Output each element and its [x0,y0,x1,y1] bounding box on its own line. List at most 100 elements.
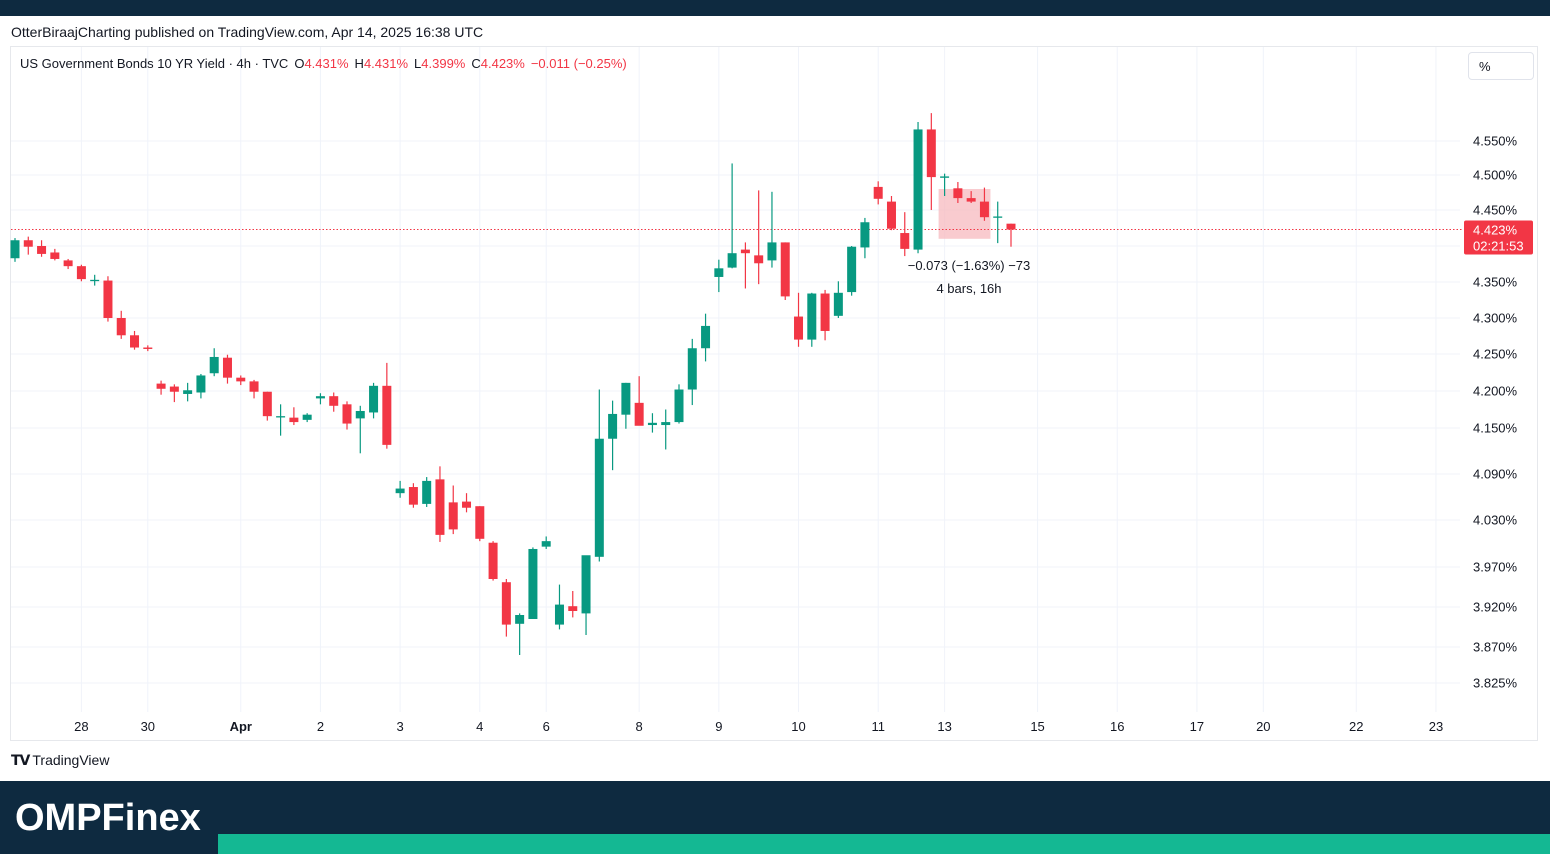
tradingview-logo-text: TradingView [32,752,110,768]
legend-symbol: US Government Bonds 10 YR Yield · 4h · T… [20,56,289,71]
candle-body [355,410,365,419]
candle [780,242,790,300]
candle-body [674,389,684,423]
candle [993,201,1003,244]
candle [979,187,989,221]
candle-body [435,479,445,535]
candle-body [63,260,73,267]
candle [501,579,511,637]
candle [90,274,100,286]
candle-body [103,280,113,318]
x-tick-label: 22 [1349,719,1363,734]
candle [594,389,604,562]
y-tick-label: 3.970% [1473,560,1518,575]
candle-body [462,501,472,508]
candle-body [993,216,1003,218]
measure-label: −0.073 (−1.63%) −73 4 bars, 16h [908,258,1031,296]
last-price-tag: 4.423%02:21:53 [1464,220,1533,255]
candle-body [714,268,724,277]
candle-body [767,242,777,261]
candle [926,113,936,210]
price-tag-value: 4.423% [1473,222,1518,237]
candle [37,240,47,257]
percent-scale-button[interactable]: % [1468,52,1534,80]
x-tick-label: 2 [317,719,324,734]
y-tick-label: 4.450% [1473,203,1518,218]
candle [621,382,631,429]
candle-body [262,391,272,417]
candle [76,264,86,282]
candle [276,404,286,436]
candle-body [794,316,804,340]
chart-frame [10,46,1538,741]
legend-high-label: H [354,56,364,71]
candle [740,242,750,289]
legend-low: 4.399% [421,56,466,71]
candle-body [369,385,379,413]
symbol-legend: US Government Bonds 10 YR Yield · 4h · T… [20,56,627,71]
candle [156,380,166,395]
candle-body [608,413,618,439]
candlestick-chart[interactable]: −0.073 (−1.63%) −73 4 bars, 16h 4.550% 4.50… [0,0,1550,780]
x-tick-label: 8 [636,719,643,734]
candle [847,246,857,296]
price-tag-bg [1464,220,1533,255]
candle-body [740,249,750,254]
candle-body [209,356,219,374]
tradingview-logo: 𝗧𝗩 TradingView [11,752,109,769]
candle [249,379,259,399]
candle [130,330,140,350]
y-tick-label: 4.250% [1473,347,1518,362]
candle-body [329,396,339,406]
x-tick-label: 23 [1429,719,1443,734]
candle-body [581,555,591,614]
candle [661,409,671,450]
x-axis: 28 30 Apr 2 3 4 6 8 9 10 11 13 15 16 17 20 22 23 [74,719,1443,734]
candle-body [422,480,432,504]
candle-body [515,615,525,624]
candle [329,392,339,412]
candle-body [276,416,286,418]
candle-body [873,186,883,199]
candle [1006,223,1016,247]
candle [262,391,272,421]
candle-body [940,176,950,178]
candle [63,258,73,270]
x-tick-label: 17 [1190,719,1204,734]
candle [794,292,804,347]
x-tick-label: 15 [1030,719,1044,734]
candle-body [222,357,232,378]
x-tick-label: 10 [791,719,805,734]
candle-body [926,129,936,178]
legend-high: 4.431% [363,56,409,71]
candle-body [568,606,578,611]
legend-low-label: L [414,56,422,71]
x-tick-label: 3 [397,719,404,734]
candle-body [156,383,166,389]
candle-body [342,404,352,424]
candle-body [701,325,711,349]
footer-accent-band [218,834,1550,854]
candle [222,354,232,384]
candle-body [249,381,259,392]
candle-body [807,293,817,340]
x-tick-label: 30 [141,719,155,734]
candle [714,259,724,293]
candle [183,382,193,402]
candle-body [727,253,737,268]
candle-body [979,201,989,218]
candle-body [130,335,140,348]
footer-bar: OMPFinex [0,781,1550,854]
candle-body [820,293,830,331]
candle-body [236,377,246,382]
candle-body [687,348,697,390]
candle-body [913,129,923,250]
x-tick-label: 11 [871,719,885,734]
candle-body [50,252,60,259]
y-tick-label: 4.200% [1473,384,1518,399]
candle [687,338,697,406]
candle [302,413,312,423]
candle-body [10,240,20,259]
candle [554,584,564,630]
x-tick-label: 16 [1110,719,1124,734]
